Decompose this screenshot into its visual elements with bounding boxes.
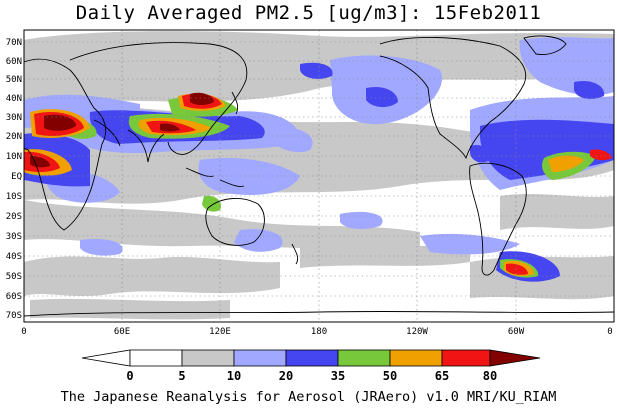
colorbar-cell — [129, 349, 183, 367]
colorbar-label: 50 — [383, 369, 397, 383]
colorbar-label: 65 — [435, 369, 449, 383]
lon-label: 60E — [114, 327, 130, 337]
lon-label: 120W — [406, 327, 428, 337]
lat-label: EQ — [11, 172, 22, 182]
lat-label: 20S — [6, 212, 22, 222]
colorbar-label: 5 — [178, 369, 185, 383]
lat-label: 60S — [6, 292, 22, 302]
lat-label: 40S — [6, 252, 22, 262]
map-title: Daily Averaged PM2.5 [ug/m3]: 15Feb2011 — [75, 2, 542, 24]
colorbar-label: 80 — [483, 369, 497, 383]
colorbar-cell — [285, 349, 339, 367]
colorbar-cell — [233, 349, 287, 367]
concentration-field — [24, 31, 614, 320]
colorbar-cell — [337, 349, 391, 367]
lat-label: 30S — [6, 232, 22, 242]
lat-label: 10N — [6, 152, 22, 162]
colorbar-cell — [389, 349, 443, 367]
latitude-labels: 70N 60N 50N 40N 30N 20N 10N EQ 10S 20S 3… — [6, 38, 22, 321]
colorbar-cell — [489, 349, 541, 367]
lon-label: 180 — [311, 327, 327, 337]
colorbar-label: 20 — [279, 369, 293, 383]
lat-label: 40N — [6, 94, 22, 104]
lat-label: 10S — [6, 192, 22, 202]
colorbar-label: 0 — [126, 369, 133, 383]
colorbar-cell — [441, 349, 491, 367]
lon-label: 0 — [21, 327, 26, 337]
colorbar-label: 10 — [227, 369, 241, 383]
plot-frame — [23, 29, 615, 323]
lat-label: 50N — [6, 75, 22, 85]
credit-line: The Japanese Reanalysis for Aerosol (JRA… — [60, 389, 557, 405]
lat-label: 70S — [6, 311, 22, 321]
colorbar-labels: 0 5 10 20 35 50 65 80 — [126, 369, 497, 383]
lat-label: 20N — [6, 132, 22, 142]
lon-label: 0 — [607, 327, 612, 337]
colorbar-cell — [81, 349, 131, 367]
lat-label: 50S — [6, 272, 22, 282]
lat-label: 60N — [6, 57, 22, 67]
longitude-labels: 0 60E 120E 180 120W 60W 0 — [21, 327, 612, 337]
graticule — [24, 30, 614, 322]
lat-label: 70N — [6, 38, 22, 48]
colorbar-cell — [181, 349, 235, 367]
lat-label: 30N — [6, 113, 22, 123]
colorbar-label: 35 — [331, 369, 345, 383]
coastlines — [24, 35, 614, 317]
lon-label: 120E — [209, 327, 231, 337]
colorbar — [81, 349, 541, 367]
lon-label: 60W — [508, 327, 525, 337]
